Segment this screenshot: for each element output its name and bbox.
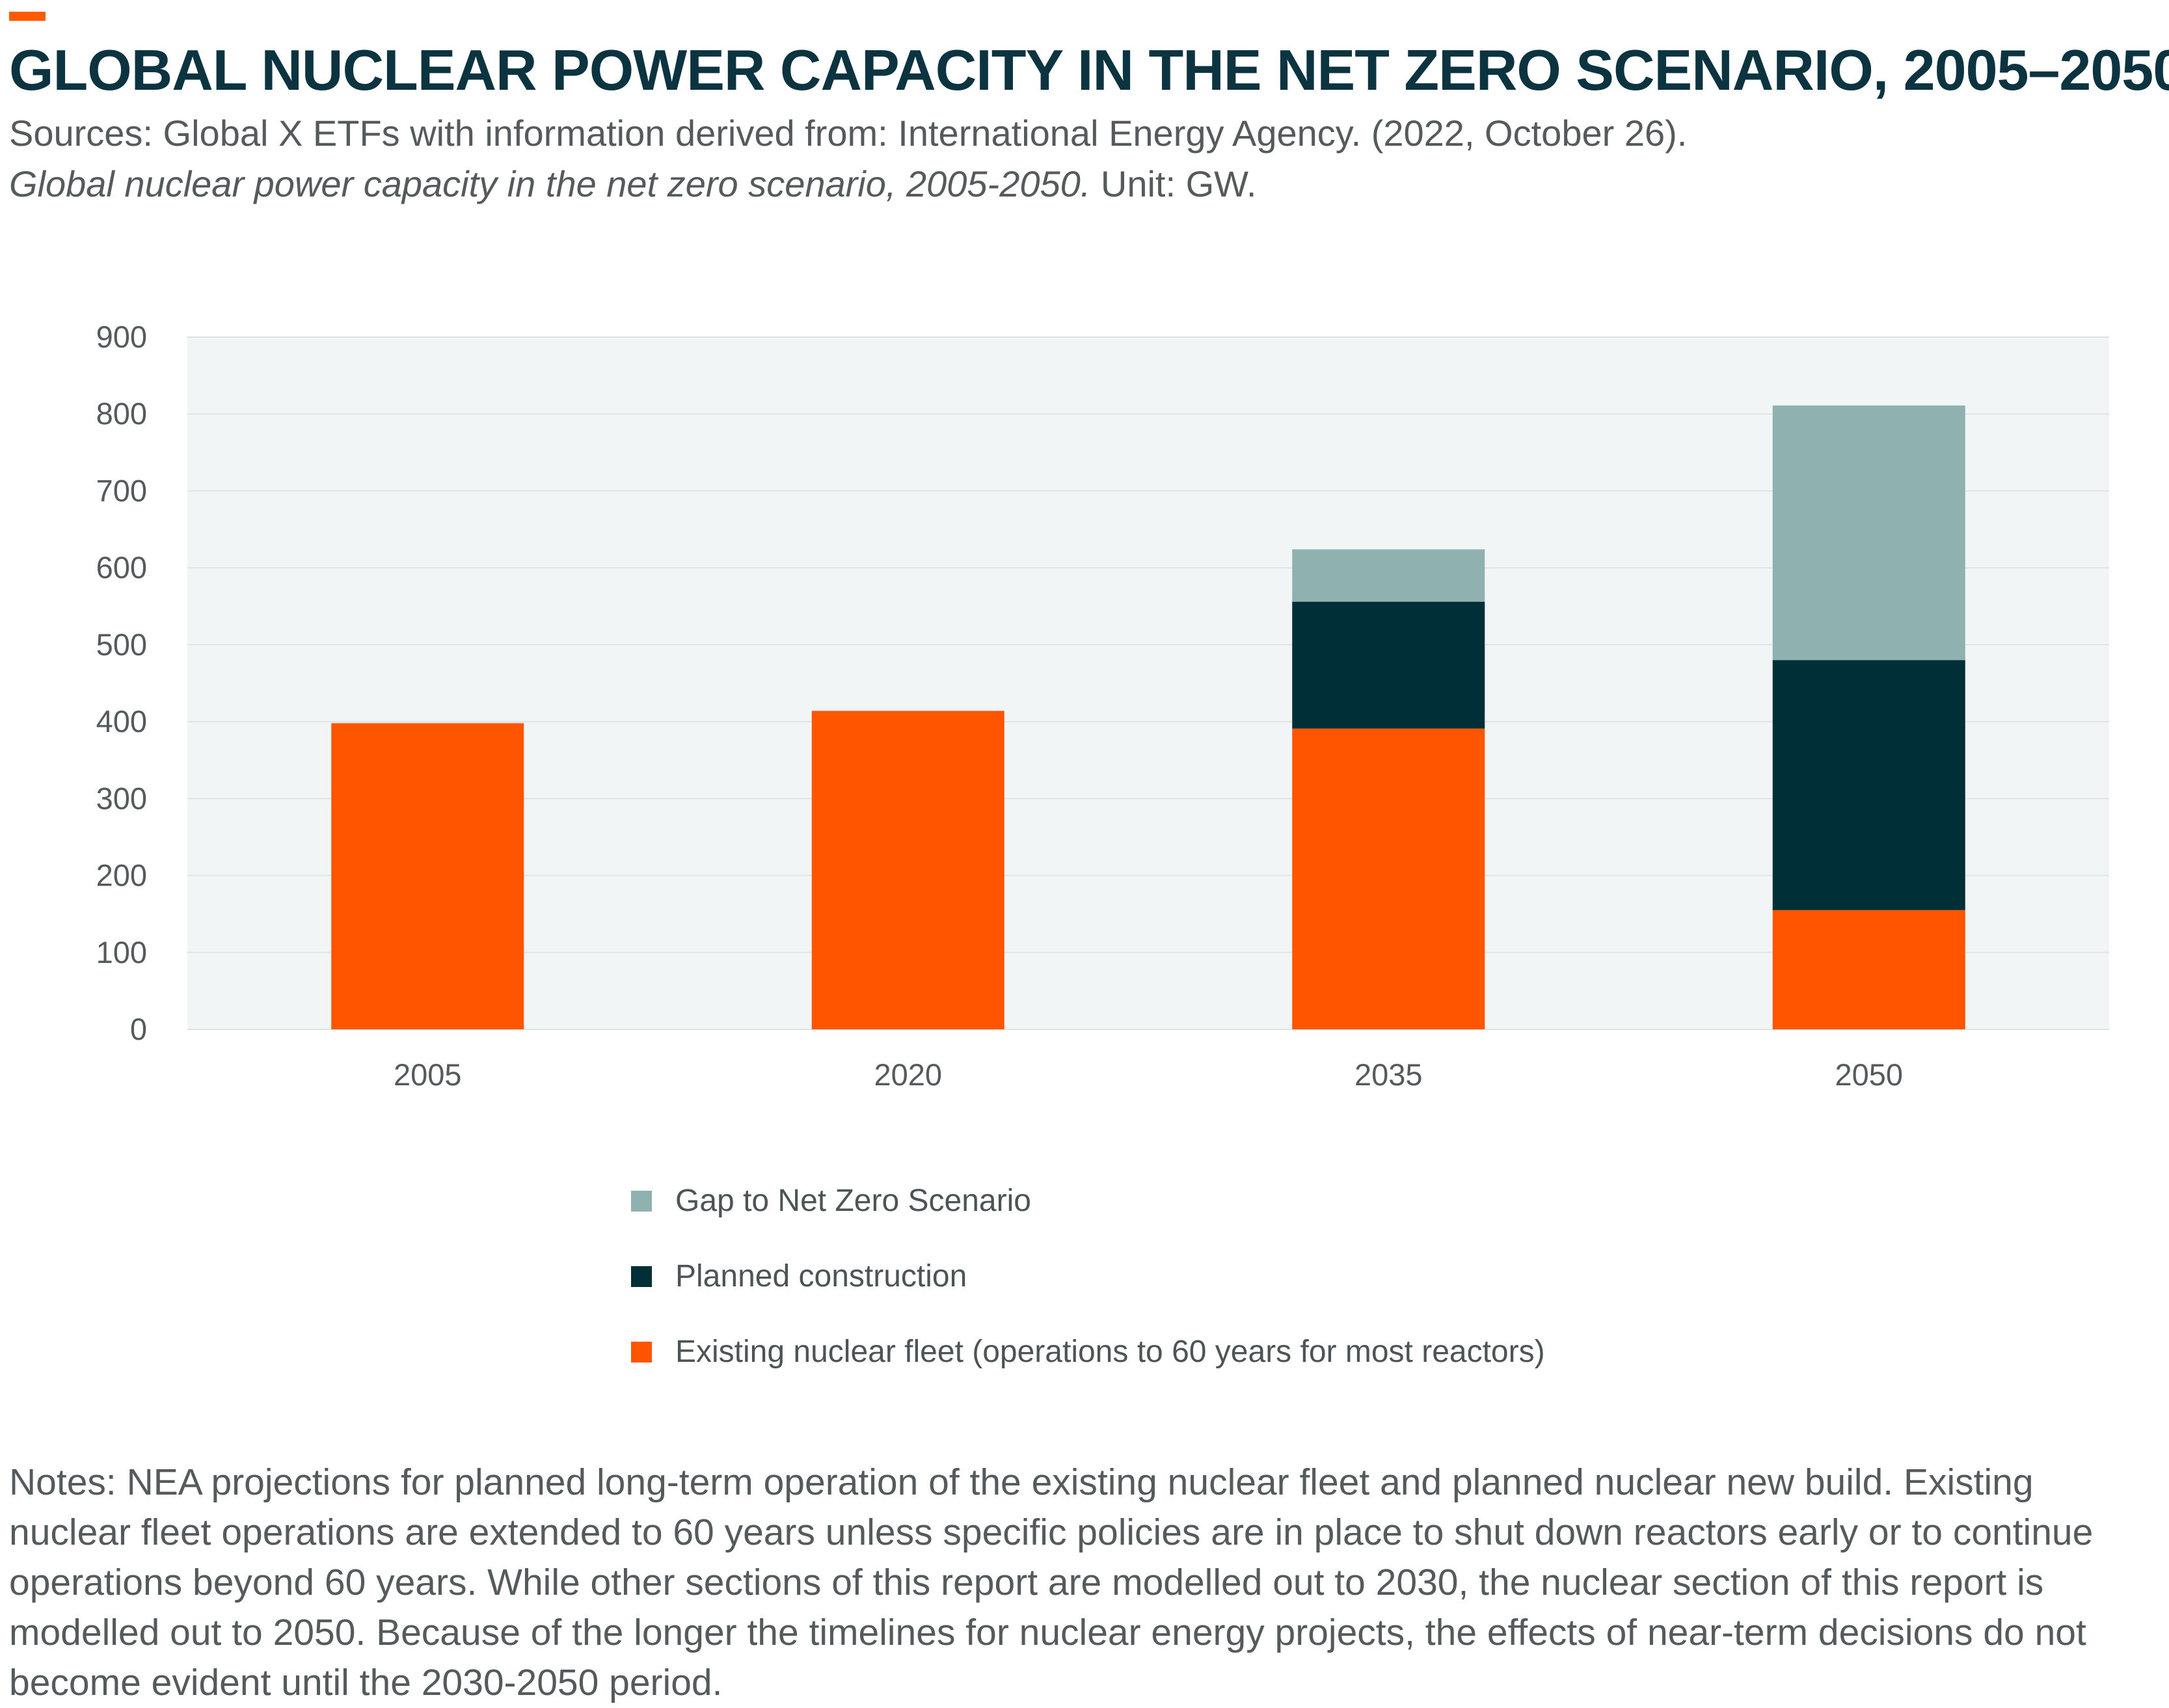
y-tick-label: 0 [130,1012,147,1046]
source-unit: Unit: GW. [1090,163,1257,204]
bar-layer [331,405,1965,1029]
source-line: Sources: Global X ETFs with information … [9,113,1688,154]
x-tick-label: 2035 [1354,1057,1423,1092]
bar-existing-2050 [1772,910,1965,1029]
y-tick-label: 100 [96,935,147,969]
y-tick-label: 500 [96,627,147,662]
y-tick-label: 200 [96,858,147,893]
source-citation: Global nuclear power capacity in the net… [9,163,1091,204]
x-tick-label: 2005 [394,1057,462,1092]
bar-existing-2020 [811,711,1004,1029]
legend-swatch [631,1342,652,1362]
bar-gap-2050 [1772,405,1965,660]
y-tick-label: 600 [96,550,147,585]
chart-title: GLOBAL NUCLEAR POWER CAPACITY IN THE NET… [9,38,2169,102]
legend-swatch [631,1191,652,1212]
bar-chart: 0 100 200 300 400 500 600 700 800 900 2005 2020 2035… [96,319,2109,1092]
legend-swatch [631,1266,652,1287]
x-tick-label: 2020 [874,1057,942,1092]
bar-existing-2005 [331,723,524,1029]
legend-label: Existing nuclear fleet (operations to 60… [675,1335,1545,1369]
bar-planned-2035 [1292,601,1485,729]
source-note: Sources: Global X ETFs with information … [9,108,2156,210]
accent-bar [9,12,46,21]
legend-label: Gap to Net Zero Scenario [675,1184,1031,1218]
bar-planned-2050 [1772,660,1965,910]
y-tick-label: 700 [96,473,147,508]
y-tick-label: 800 [96,396,147,431]
bar-existing-2035 [1292,728,1485,1029]
notes: Notes: NEA projections for planned long-… [9,1461,2094,1703]
legend-label: Planned construction [675,1259,967,1294]
y-tick-label: 400 [96,704,147,739]
axis-layer: 0 100 200 300 400 500 600 700 800 900 2005 2020 2035… [96,319,1903,1092]
y-tick-label: 300 [96,781,147,815]
x-tick-label: 2050 [1835,1057,1903,1092]
y-tick-label: 900 [96,319,147,354]
bar-gap-2035 [1292,549,1485,602]
